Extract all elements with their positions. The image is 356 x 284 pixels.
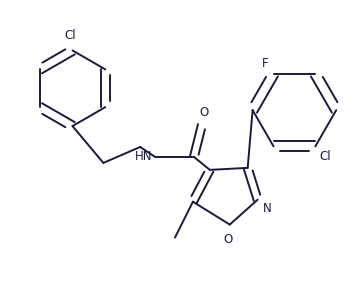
Text: O: O bbox=[199, 106, 209, 119]
Text: Cl: Cl bbox=[319, 150, 331, 163]
Text: HN: HN bbox=[135, 151, 152, 163]
Text: N: N bbox=[263, 202, 271, 215]
Text: Cl: Cl bbox=[65, 30, 76, 43]
Text: O: O bbox=[223, 233, 232, 246]
Text: F: F bbox=[262, 57, 268, 70]
